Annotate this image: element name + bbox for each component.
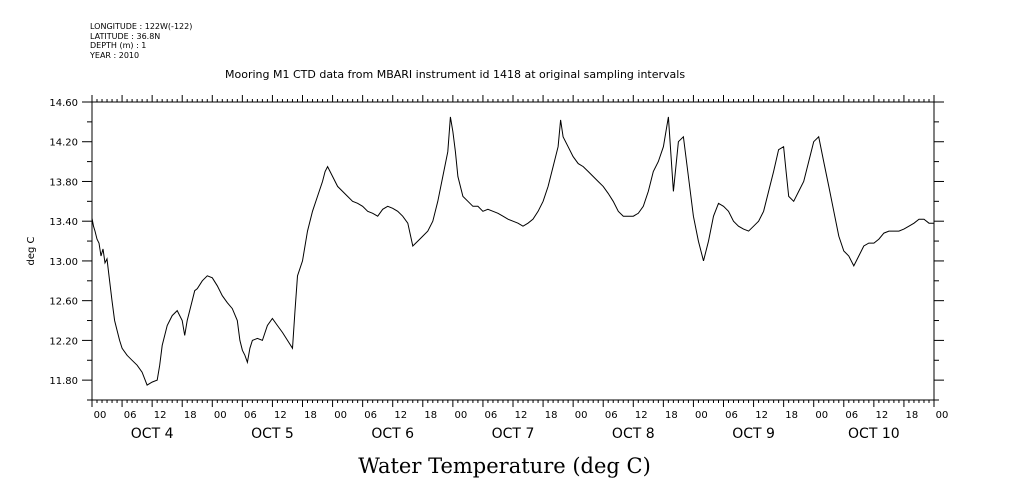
x-axis-label: Water Temperature (deg C) [358,454,651,478]
y-tick-label: 12.20 [49,336,78,347]
x-hour-tick-label: 12 [755,410,768,421]
x-day-label: OCT 4 [131,426,174,442]
x-hour-tick-label: 18 [545,410,558,421]
x-hour-tick-label: 18 [184,410,197,421]
y-tick-label: 12.60 [49,297,78,308]
x-hour-tick-label: 00 [695,410,708,421]
y-tick-label: 14.20 [49,138,78,149]
year-label: YEAR : 2010 [90,50,140,60]
x-hour-tick-label: 06 [485,410,498,421]
y-tick-label: 13.80 [49,177,78,188]
x-hour-tick-label: 06 [845,410,858,421]
x-hour-tick-label: 00 [936,410,949,421]
x-hour-tick-label: 00 [454,410,467,421]
depth-label: DEPTH (m) : 1 [90,41,147,50]
x-hour-tick-label: 18 [785,410,798,421]
x-hour-tick-label: 06 [364,410,377,421]
x-day-label: OCT 10 [848,426,900,442]
x-hour-tick-label: 06 [124,410,137,421]
x-hour-tick-label: 00 [575,410,588,421]
y-tick-label: 14.60 [49,98,78,109]
x-hour-tick-label: 12 [394,410,407,421]
x-hour-tick-label: 12 [875,410,888,421]
y-tick-label: 11.80 [49,376,78,387]
x-hour-tick-label: 06 [605,410,618,421]
x-day-label: OCT 5 [251,426,294,442]
x-hour-tick-label: 18 [304,410,317,421]
x-hour-tick-label: 06 [244,410,257,421]
x-day-label: OCT 9 [732,426,775,442]
plot-frame [91,101,935,401]
longitude-label: LONGITUDE : 122W(-122) [90,22,193,31]
x-hour-tick-label: 00 [815,410,828,421]
y-axis-label: deg C [26,236,37,265]
location-metadata: LONGITUDE : 122W(-122) LATITUDE : 36.8N … [90,22,192,60]
x-hour-tick-label: 12 [635,410,648,421]
latitude-label: LATITUDE : 36.8N [90,31,161,41]
x-hour-tick-label: 06 [725,410,738,421]
x-hour-tick-label: 00 [214,410,227,421]
x-hour-tick-label: 00 [334,410,347,421]
x-hour-tick-label: 12 [274,410,287,421]
x-hour-tick-label: 18 [424,410,437,421]
x-day-label: OCT 8 [612,426,655,442]
x-hour-tick-label: 18 [665,410,678,421]
x-hour-tick-label: 00 [94,410,107,421]
x-hour-tick-label: 18 [906,410,919,421]
x-hour-tick-label: 12 [154,410,167,421]
y-tick-label: 13.40 [49,217,78,228]
x-day-label: OCT 7 [492,426,535,442]
temperature-series-line [91,116,934,386]
x-day-label: OCT 6 [371,426,414,442]
y-tick-label: 13.00 [49,257,78,268]
chart-title: Mooring M1 CTD data from MBARI instrumen… [225,68,686,81]
x-hour-tick-label: 12 [515,410,528,421]
